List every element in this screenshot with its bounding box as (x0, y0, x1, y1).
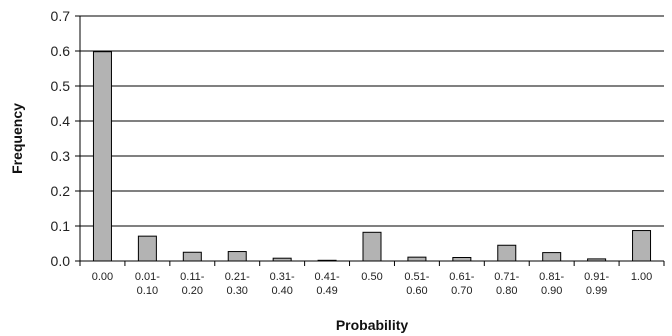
x-tick-label: 0.51- (404, 271, 429, 283)
x-tick-label: 0.20 (182, 285, 203, 297)
x-tick-label: 0.50 (361, 271, 382, 283)
y-axis-title: Frequency (9, 103, 25, 174)
x-tick-label: 1.00 (631, 271, 652, 283)
y-tick-label: 0.0 (51, 253, 71, 269)
bar (632, 230, 652, 262)
x-tick-label: 0.70 (451, 285, 472, 297)
y-tick-label: 0.6 (51, 43, 71, 59)
x-tick-label: 0.49 (316, 285, 337, 297)
x-tick-label: 0.81- (539, 271, 564, 283)
x-tick-label: 0.11- (180, 271, 205, 283)
x-axis-ticks: 0.00 0.01- 0.10 0.11- 0.20 0.21- 0.30 0.31- 0.40… (79, 261, 665, 297)
x-tick-label: 0.40 (271, 285, 292, 297)
y-tick-label: 0.5 (51, 78, 71, 94)
x-tick-label: 0.61- (449, 271, 474, 283)
y-tick-label: 0.7 (51, 8, 71, 24)
bar (362, 231, 382, 262)
x-tick-label: 0.71- (494, 271, 519, 283)
x-tick-label: 0.41- (315, 271, 340, 283)
y-tick-label: 0.4 (51, 113, 71, 129)
x-tick-label: 0.21- (225, 271, 250, 283)
x-tick-label: 0.99 (586, 285, 607, 297)
x-tick-label: 0.90 (541, 285, 562, 297)
bar (452, 257, 472, 262)
bar (92, 51, 112, 262)
y-axis-ticks: 0.0 0.1 0.2 0.3 0.4 0.5 0.6 0.7 (51, 8, 80, 269)
y-tick-label: 0.1 (51, 218, 71, 234)
x-tick-label: 0.30 (227, 285, 248, 297)
x-tick-label: 0.31- (270, 271, 295, 283)
x-tick-label: 0.91- (584, 271, 609, 283)
bar (497, 244, 517, 262)
bar (227, 251, 247, 262)
x-axis-title: Probability (336, 317, 409, 333)
y-tick-label: 0.3 (51, 148, 71, 164)
x-tick-label: 0.60 (406, 285, 427, 297)
gridlines (80, 15, 664, 227)
x-tick-label: 0.01- (135, 271, 160, 283)
bar (407, 256, 427, 262)
x-tick-label: 0.10 (137, 285, 158, 297)
x-tick-label: 0.80 (496, 285, 517, 297)
x-tick-label: 0.00 (92, 271, 113, 283)
bar (182, 251, 202, 262)
y-tick-label: 0.2 (51, 183, 71, 199)
bars (92, 51, 652, 262)
bar (137, 235, 157, 262)
bar (542, 252, 562, 262)
